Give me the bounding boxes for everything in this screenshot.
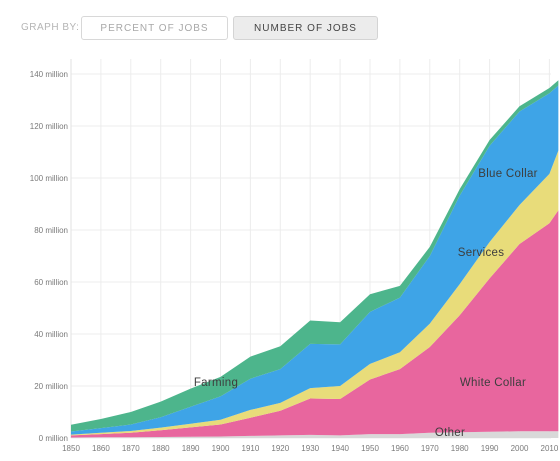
axis-tick-labels: 0 million 20 million 40 million 60 million 8…	[30, 70, 559, 453]
x-tick-label: 1870	[122, 444, 140, 453]
series-labels: Other White Collar Services Blue Collar Farm…	[194, 168, 538, 439]
series-areas	[71, 80, 559, 438]
x-tick-label: 1920	[271, 444, 289, 453]
area-blue-collar	[71, 85, 559, 435]
y-tick-label: 140 million	[30, 70, 68, 79]
x-tick-label: 1900	[212, 444, 230, 453]
area-other	[71, 431, 559, 438]
y-tick-label: 40 million	[34, 330, 68, 339]
percent-of-jobs-button[interactable]: PERCENT OF JOBS	[81, 16, 228, 40]
series-label-other: Other	[435, 427, 465, 439]
series-label-white-collar: White Collar	[460, 377, 526, 389]
series-label-blue-collar: Blue Collar	[478, 168, 538, 180]
x-tick-label: 1860	[92, 444, 110, 453]
number-of-jobs-button[interactable]: NUMBER OF JOBS	[233, 16, 378, 40]
x-tick-label: 1910	[242, 444, 260, 453]
x-tick-label: 2010	[541, 444, 559, 453]
x-tick-label: 1880	[152, 444, 170, 453]
area-white-collar	[71, 210, 559, 438]
y-tick-label: 100 million	[30, 174, 68, 183]
y-tick-label: 80 million	[34, 226, 68, 235]
series-label-services: Services	[458, 247, 505, 259]
x-tick-label: 1970	[421, 444, 439, 453]
y-tick-label: 60 million	[34, 278, 68, 287]
y-tick-label: 0 million	[39, 434, 68, 443]
x-tick-label: 1950	[361, 444, 379, 453]
x-tick-label: 1940	[331, 444, 349, 453]
x-tick-label: 1960	[391, 444, 409, 453]
x-tick-label: 1850	[62, 444, 80, 453]
area-services	[71, 150, 559, 436]
graph-by-toolbar: GRAPH BY: PERCENT OF JOBS NUMBER OF JOBS	[0, 0, 560, 56]
graph-by-label: GRAPH BY:	[21, 22, 80, 33]
x-tick-label: 1990	[481, 444, 499, 453]
x-tick-label: 2000	[511, 444, 529, 453]
x-tick-label: 1930	[301, 444, 319, 453]
y-tick-label: 120 million	[30, 122, 68, 131]
y-tick-label: 20 million	[34, 382, 68, 391]
x-tick-label: 1980	[451, 444, 469, 453]
series-label-farming: Farming	[194, 377, 238, 389]
x-tick-label: 1890	[182, 444, 200, 453]
